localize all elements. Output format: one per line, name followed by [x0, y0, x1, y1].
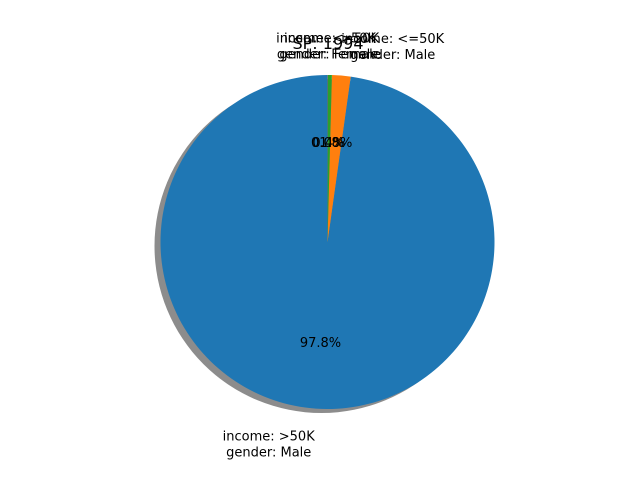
slice-label-0: income: >50K gender: Male — [223, 429, 316, 460]
slice-pct-label-2: 0.4% — [312, 136, 345, 151]
pie-slice-1 — [327, 75, 351, 242]
slice-pct-label-3: 0.0% — [311, 136, 344, 151]
slice-label-3: income: <=50K gender: Female — [276, 31, 379, 62]
slice-pct-label-1: 1.8% — [319, 136, 352, 151]
slice-label-2: income: >50K gender: Female — [279, 31, 380, 62]
slice-pct-label-0: 97.8% — [300, 336, 341, 351]
pie-slice-2 — [327, 75, 332, 243]
pie-slice-0 — [160, 75, 495, 409]
chart-title: SP: 1994 — [293, 34, 364, 53]
slice-label-1: income: <=50K gender: Male — [341, 32, 444, 63]
